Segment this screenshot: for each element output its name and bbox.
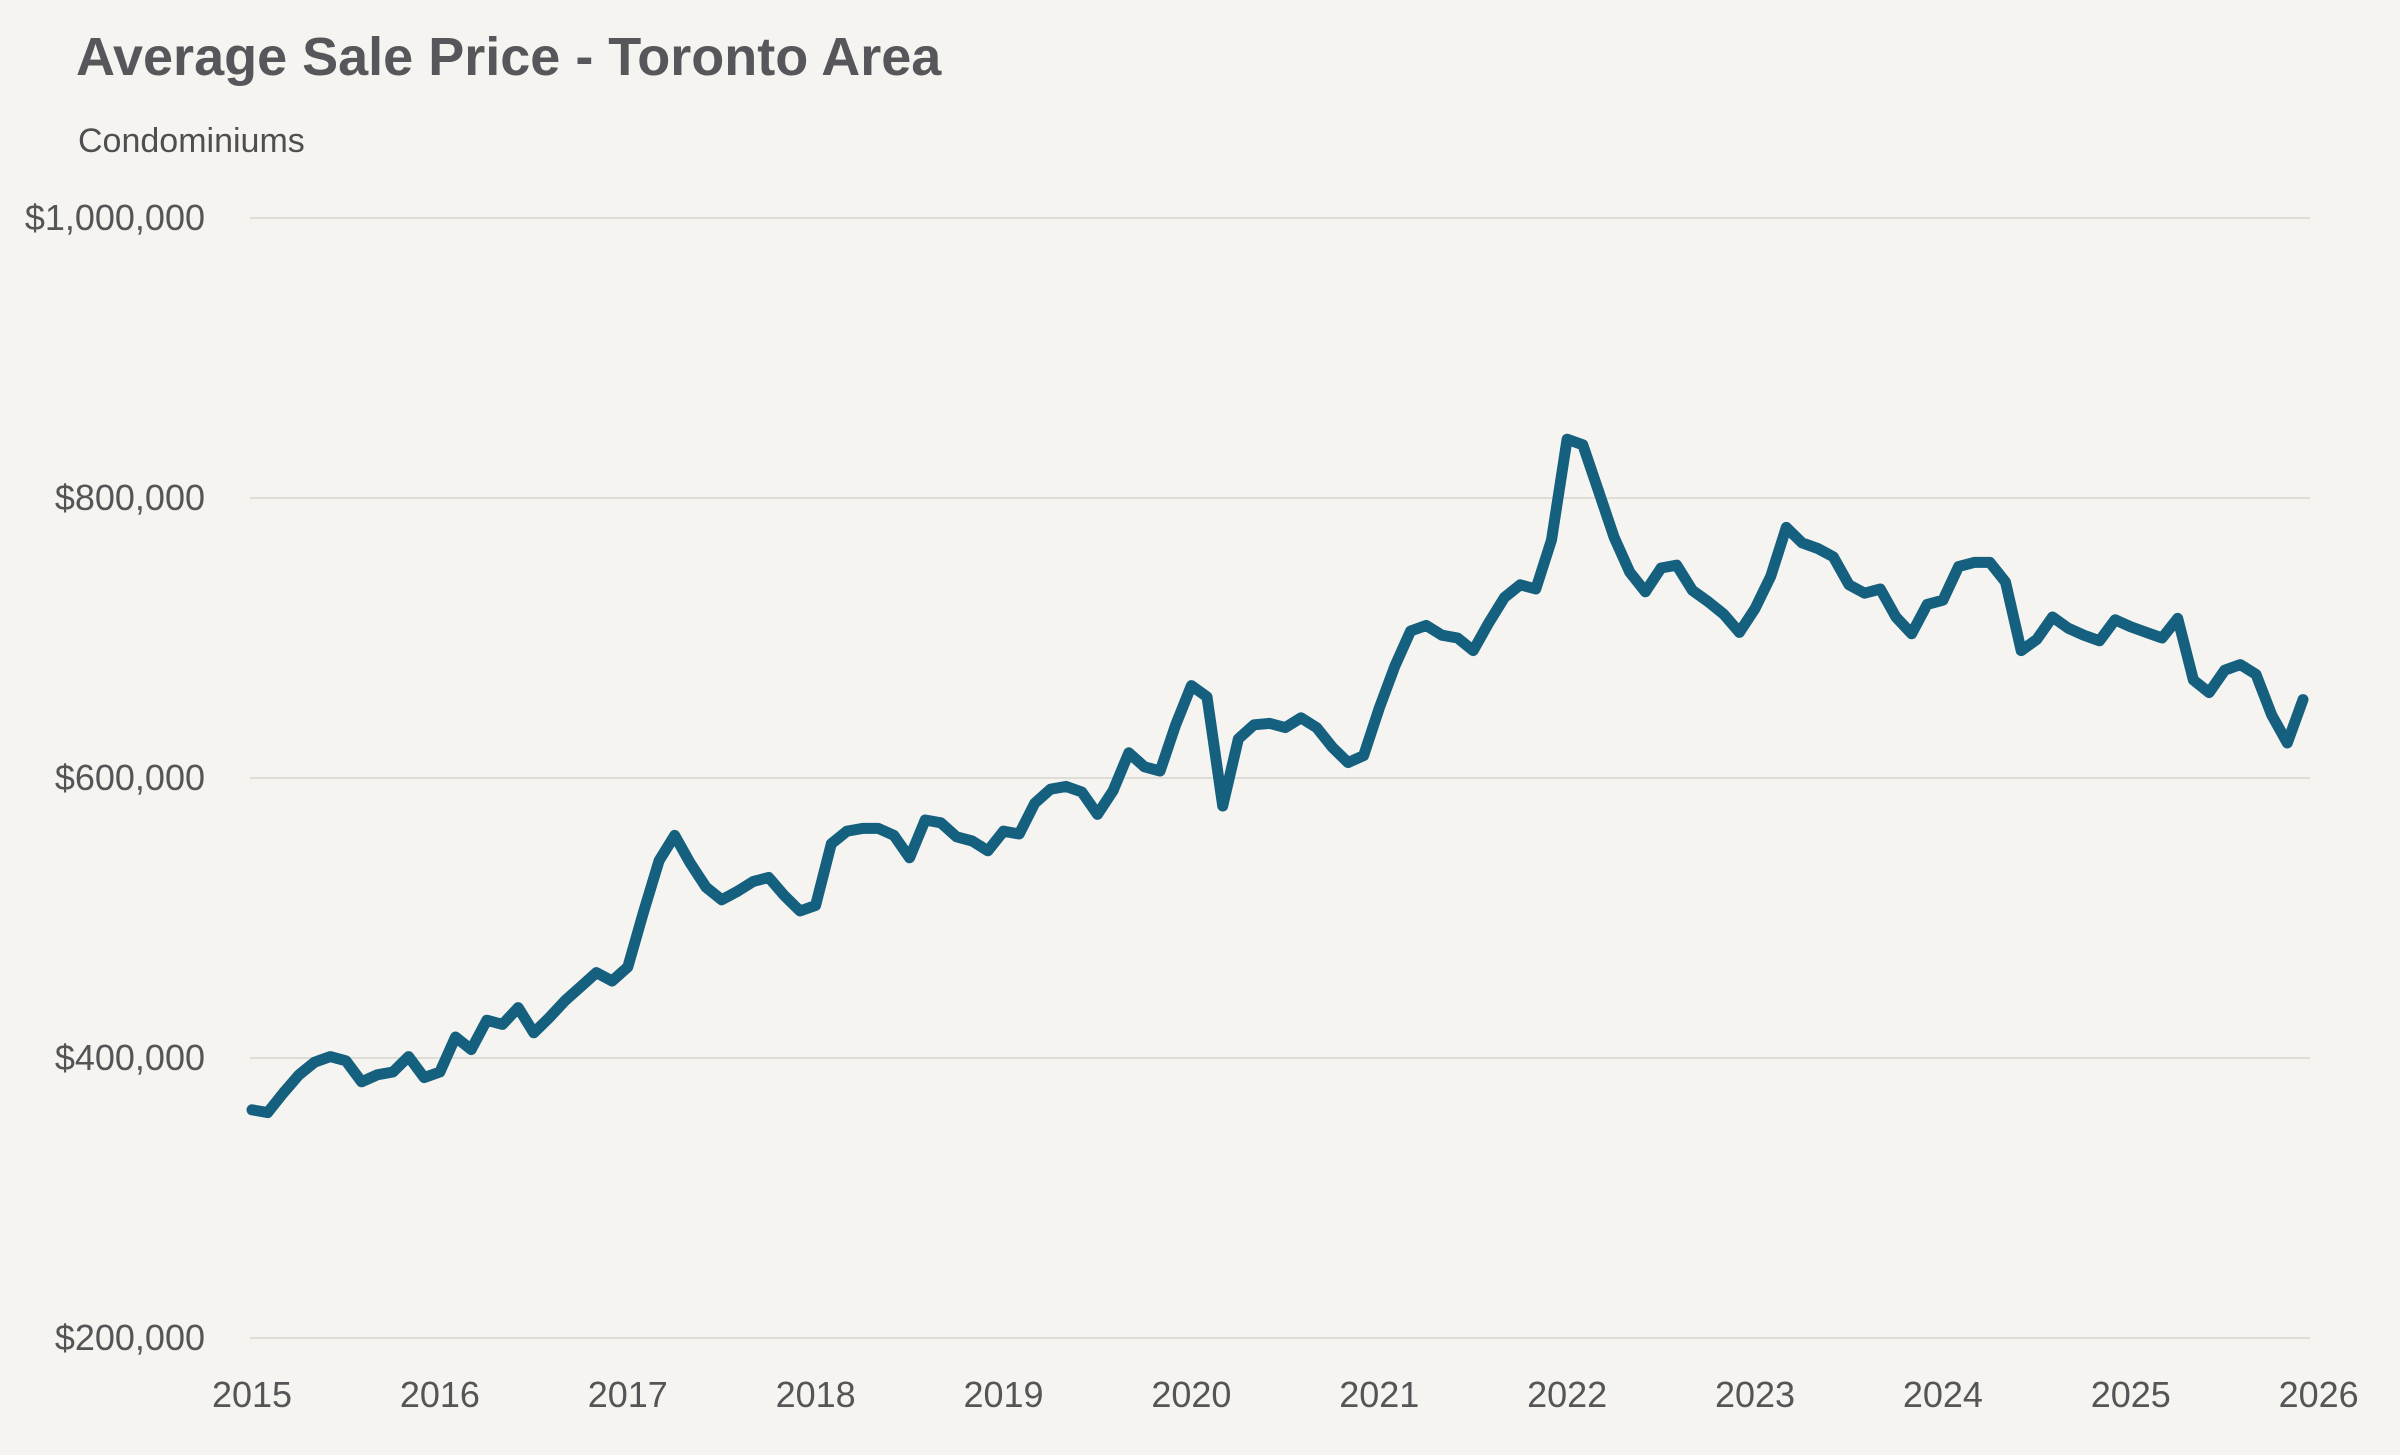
x-axis-label: 2024 xyxy=(1902,1374,1983,1415)
gridlines xyxy=(250,217,2310,1339)
x-axis-label: 2026 xyxy=(2278,1374,2359,1415)
y-axis-label: $1,000,000 xyxy=(24,197,205,238)
y-axis-label: $800,000 xyxy=(54,477,205,518)
chart-title: Average Sale Price - Toronto Area xyxy=(76,27,942,87)
x-axis-label: 2017 xyxy=(587,1374,668,1415)
x-axis-label: 2021 xyxy=(1339,1374,1420,1415)
x-axis-label: 2015 xyxy=(211,1374,293,1415)
price-line xyxy=(246,433,2309,1119)
x-axis-label: 2019 xyxy=(963,1374,1044,1415)
x-axis-label: 2025 xyxy=(2090,1374,2171,1415)
x-axis-label: 2016 xyxy=(399,1374,480,1415)
x-axis-label: 2018 xyxy=(775,1374,856,1415)
y-axis-label: $400,000 xyxy=(54,1037,205,1078)
x-axis-label: 2022 xyxy=(1527,1374,1608,1415)
y-axis-label: $600,000 xyxy=(54,757,205,798)
x-axis-label: 2023 xyxy=(1714,1374,1796,1415)
x-axis-label: 2020 xyxy=(1151,1374,1232,1415)
y-axis-label: $200,000 xyxy=(54,1317,205,1358)
chart-subtitle: Condominiums xyxy=(78,122,305,160)
